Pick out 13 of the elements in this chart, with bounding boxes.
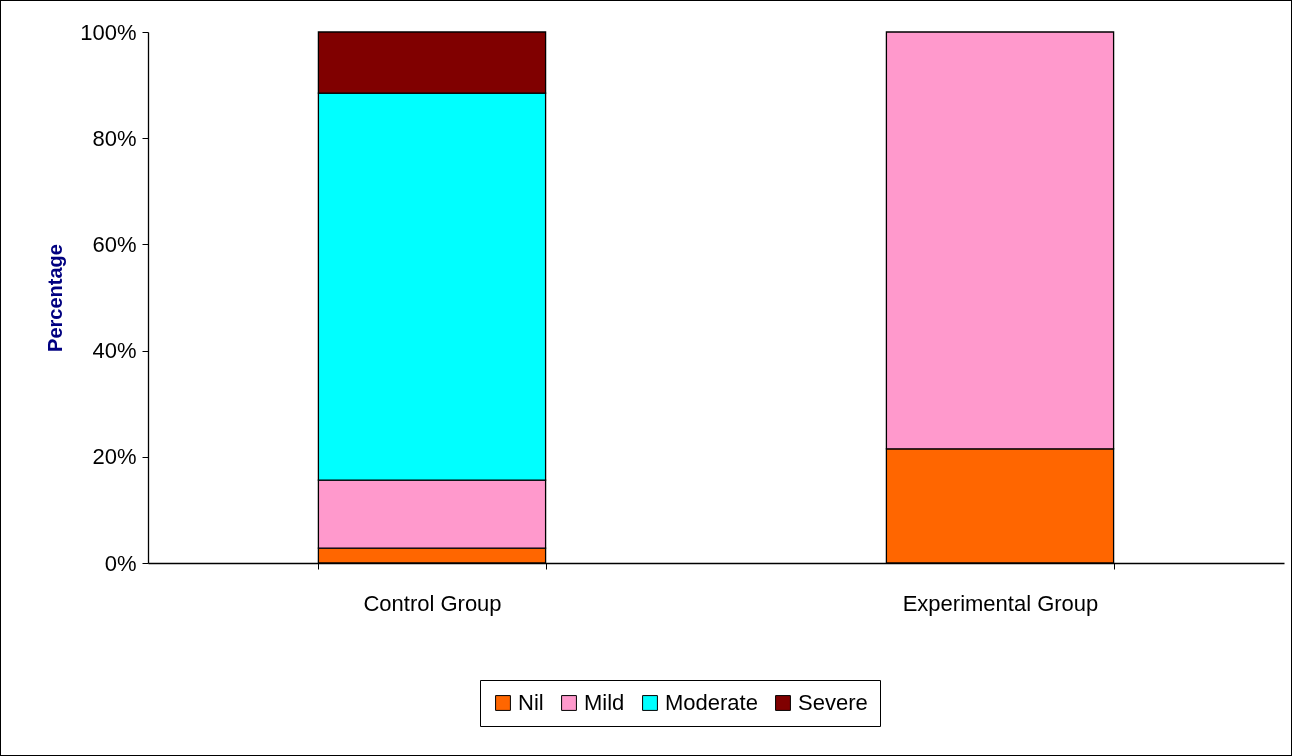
y-tick-label: 20% bbox=[92, 444, 137, 470]
legend-label: Nil bbox=[518, 690, 544, 715]
legend-label: Severe bbox=[798, 690, 868, 715]
y-tick-label: 80% bbox=[92, 125, 137, 151]
x-tick-label: Experimental Group bbox=[902, 590, 1099, 616]
y-tick-label: 100% bbox=[80, 19, 137, 45]
x-tick-label: Control Group bbox=[363, 590, 502, 616]
legend-label: Moderate bbox=[665, 690, 758, 715]
y-tick-label: 40% bbox=[92, 338, 137, 364]
y-tick-label: 60% bbox=[92, 231, 137, 257]
legend-label: Mild bbox=[584, 690, 625, 715]
y-tick-label: 0% bbox=[104, 550, 137, 576]
y-axis-title: Percentage bbox=[44, 244, 67, 352]
